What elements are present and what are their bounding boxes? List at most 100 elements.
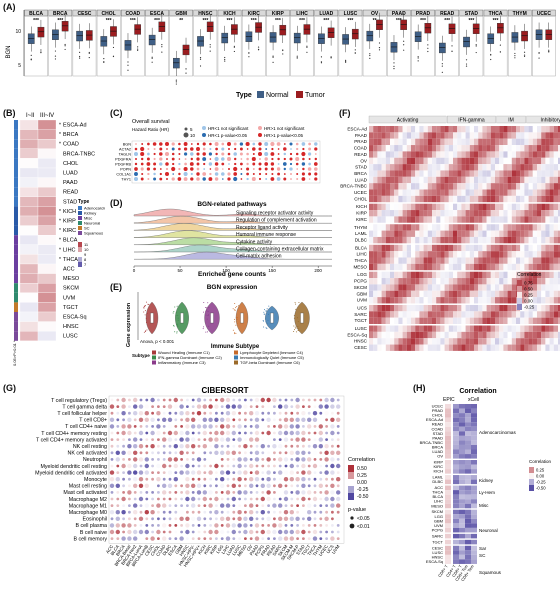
outlier-point [185, 68, 187, 70]
violin-box [240, 312, 244, 324]
heat-cell [453, 224, 458, 231]
heat-cell [19, 215, 39, 226]
heat-cell [528, 290, 533, 298]
corr-dot [312, 463, 318, 469]
hr-size-5-label: 5 [190, 127, 193, 132]
hr-dot [308, 147, 312, 151]
heat-cell [469, 271, 474, 279]
group-label: Adenocarcinomas [479, 430, 516, 435]
corr-dot [307, 477, 311, 481]
heat-cell [537, 164, 542, 171]
heat-cell [465, 170, 470, 177]
panel-h-legend-title: Correlation [529, 459, 552, 464]
corr-dot [278, 424, 283, 429]
hr-dot [314, 142, 318, 146]
cell-type-label: NK cell activated [68, 451, 108, 457]
heat-cell [465, 469, 471, 474]
corr-dot [278, 497, 282, 501]
corr-dot [186, 537, 189, 540]
corr-dot [238, 451, 242, 455]
heat-cell [549, 304, 554, 312]
row-label: THYM [354, 225, 367, 230]
heat-cell [37, 139, 57, 149]
cancer-label: KICH [223, 11, 236, 17]
heat-cell [432, 230, 437, 237]
heat-cell [453, 527, 459, 533]
heat-cell [37, 244, 57, 255]
outlier-point [151, 61, 153, 63]
corr-dot [336, 530, 340, 534]
heat-cell [444, 230, 449, 237]
heat-cell [377, 210, 382, 217]
heat-cell [465, 422, 471, 427]
heat-cell [520, 138, 525, 146]
heat-cell [444, 145, 449, 152]
hr-dot [134, 162, 138, 166]
corr-dot [273, 471, 276, 474]
corr-dot [243, 457, 248, 462]
corr-dot [260, 529, 265, 535]
heat-cell [402, 244, 407, 252]
heat-cell [448, 290, 453, 298]
heat-cell [469, 230, 474, 237]
box-normal [221, 32, 229, 44]
corr-dot [167, 430, 173, 436]
heat-cell [419, 132, 424, 139]
heat-cell [432, 244, 437, 252]
heat-cell [436, 338, 441, 345]
heat-cell [394, 203, 399, 211]
hr-dot [227, 177, 231, 181]
corr-dot [203, 398, 207, 402]
corr-dot [138, 470, 144, 475]
corr-dot [290, 398, 294, 402]
heat-cell [427, 195, 432, 203]
heat-cell [537, 263, 542, 271]
heat-cell [448, 244, 453, 252]
heat-cell [520, 170, 525, 177]
cancer-label: LUAD [225, 544, 236, 556]
hr-dot [153, 162, 157, 166]
hr-dot [265, 178, 268, 180]
heat-cell [520, 278, 525, 285]
type-bar [14, 321, 18, 332]
corr-dot [266, 477, 271, 482]
corr-dot [191, 405, 195, 408]
heat-cell [507, 317, 512, 324]
corr-dot [133, 477, 138, 482]
heat-cell [453, 490, 459, 495]
significance-label: ** [179, 18, 183, 24]
heat-cell [402, 284, 407, 291]
heat-cell [457, 317, 462, 324]
heat-cell [549, 176, 554, 184]
heat-cell [490, 244, 495, 252]
heat-cell [471, 485, 477, 491]
heat-cell [377, 263, 382, 271]
box-tumor [545, 29, 553, 40]
heat-cell [549, 344, 554, 351]
corr-dot [260, 424, 265, 429]
row-label: HNSC [432, 554, 443, 559]
heat-cell [520, 132, 525, 139]
corr-dot [336, 524, 340, 527]
cancer-label: DLBC [162, 544, 173, 556]
heat-cell [524, 331, 529, 339]
heat-cell [558, 157, 560, 165]
heat-cell [37, 167, 57, 178]
heat-cell [432, 145, 437, 152]
heat-cell [415, 170, 420, 177]
legend-swatch [529, 485, 534, 491]
heat-cell [520, 176, 525, 184]
corr-dot [330, 397, 335, 403]
heat-cell [373, 325, 378, 332]
heat-cell [432, 290, 437, 298]
hr-dot [227, 147, 231, 151]
heat-cell [499, 338, 504, 345]
heat-cell [423, 331, 428, 339]
heat-cell [402, 203, 407, 211]
heat-cell [411, 263, 416, 271]
corr-dot [331, 524, 334, 527]
outlier-point [64, 45, 66, 47]
heat-cell [436, 230, 441, 237]
hr-dot [252, 153, 255, 155]
corr-dot [273, 438, 276, 441]
